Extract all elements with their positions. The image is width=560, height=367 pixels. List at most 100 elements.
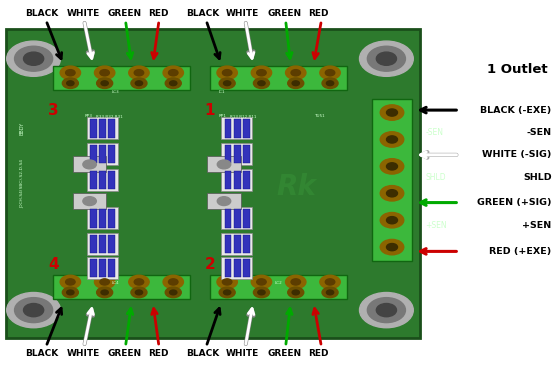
- Circle shape: [386, 163, 398, 170]
- Circle shape: [256, 279, 266, 285]
- Text: Rk: Rk: [277, 173, 317, 201]
- Text: -SEN: -SEN: [426, 128, 444, 137]
- Circle shape: [24, 52, 44, 65]
- Circle shape: [380, 212, 404, 228]
- Circle shape: [386, 136, 398, 143]
- Bar: [210, 66, 347, 90]
- Circle shape: [67, 290, 74, 295]
- Bar: [109, 235, 115, 253]
- Circle shape: [380, 105, 404, 120]
- Bar: [243, 209, 250, 228]
- Circle shape: [322, 78, 338, 88]
- Bar: [243, 259, 250, 277]
- Bar: [221, 117, 252, 139]
- Text: GREEN: GREEN: [268, 9, 301, 18]
- Text: RED: RED: [308, 9, 328, 18]
- Circle shape: [170, 290, 177, 295]
- Bar: [99, 259, 106, 277]
- Bar: [90, 145, 97, 163]
- Bar: [225, 119, 231, 138]
- Bar: [234, 259, 241, 277]
- Text: +SEN: +SEN: [426, 221, 447, 230]
- Bar: [6, 29, 420, 338]
- Text: GREEN: GREEN: [268, 349, 301, 358]
- Circle shape: [386, 244, 398, 251]
- Text: WHITE (-SIG): WHITE (-SIG): [482, 150, 552, 159]
- Text: WHITE: WHITE: [66, 349, 100, 358]
- Bar: [221, 143, 252, 165]
- Circle shape: [367, 46, 405, 71]
- Text: LC2: LC2: [274, 281, 282, 284]
- Circle shape: [165, 78, 181, 88]
- Circle shape: [380, 132, 404, 147]
- Circle shape: [376, 52, 396, 65]
- Circle shape: [292, 290, 300, 295]
- Text: RED: RED: [148, 349, 169, 358]
- Text: RP1: RP1: [218, 114, 226, 117]
- Circle shape: [326, 81, 334, 86]
- Text: LC4: LC4: [112, 281, 120, 284]
- Circle shape: [326, 290, 334, 295]
- Circle shape: [7, 292, 60, 328]
- Circle shape: [325, 279, 335, 285]
- Bar: [99, 119, 106, 138]
- Circle shape: [24, 304, 44, 317]
- Circle shape: [170, 81, 177, 86]
- Circle shape: [286, 66, 306, 79]
- Circle shape: [100, 279, 109, 285]
- Circle shape: [258, 290, 265, 295]
- Bar: [109, 259, 115, 277]
- Bar: [225, 235, 231, 253]
- Text: RED: RED: [148, 9, 169, 18]
- Circle shape: [100, 70, 109, 76]
- Bar: [225, 145, 231, 163]
- Circle shape: [360, 41, 413, 76]
- Text: BLACK (-EXE): BLACK (-EXE): [480, 106, 552, 115]
- Bar: [372, 99, 412, 261]
- Bar: [99, 171, 106, 189]
- Circle shape: [360, 292, 413, 328]
- Circle shape: [320, 275, 340, 288]
- Circle shape: [292, 81, 300, 86]
- Circle shape: [254, 78, 269, 88]
- Text: SHLD: SHLD: [523, 173, 552, 182]
- Circle shape: [217, 160, 231, 169]
- Bar: [53, 66, 190, 90]
- Text: BBDY: BBDY: [20, 122, 25, 135]
- Text: 2: 2: [204, 257, 216, 272]
- Circle shape: [95, 66, 115, 79]
- Circle shape: [217, 66, 237, 79]
- Circle shape: [386, 109, 398, 116]
- Circle shape: [219, 287, 235, 298]
- Circle shape: [386, 217, 398, 224]
- Circle shape: [169, 70, 178, 76]
- Text: BLACK: BLACK: [186, 349, 220, 358]
- Circle shape: [131, 78, 147, 88]
- Circle shape: [169, 279, 178, 285]
- Circle shape: [134, 70, 144, 76]
- Text: IC1: IC1: [218, 90, 225, 94]
- Bar: [90, 235, 97, 253]
- Text: WHITE: WHITE: [225, 349, 259, 358]
- Text: +SEN: +SEN: [522, 221, 552, 230]
- Text: RED (+EXE): RED (+EXE): [489, 247, 552, 256]
- Bar: [234, 171, 241, 189]
- Circle shape: [66, 70, 75, 76]
- Circle shape: [83, 160, 96, 169]
- Bar: [225, 209, 231, 228]
- Circle shape: [101, 290, 108, 295]
- Circle shape: [101, 81, 108, 86]
- Circle shape: [251, 275, 272, 288]
- Circle shape: [223, 290, 231, 295]
- Bar: [243, 145, 250, 163]
- Bar: [90, 119, 97, 138]
- Bar: [109, 209, 115, 228]
- Circle shape: [62, 287, 78, 298]
- Text: TU51: TU51: [314, 114, 324, 117]
- Text: LC3: LC3: [112, 90, 120, 94]
- Bar: [87, 117, 118, 139]
- Circle shape: [291, 70, 301, 76]
- Circle shape: [320, 66, 340, 79]
- Bar: [243, 171, 250, 189]
- Circle shape: [136, 290, 143, 295]
